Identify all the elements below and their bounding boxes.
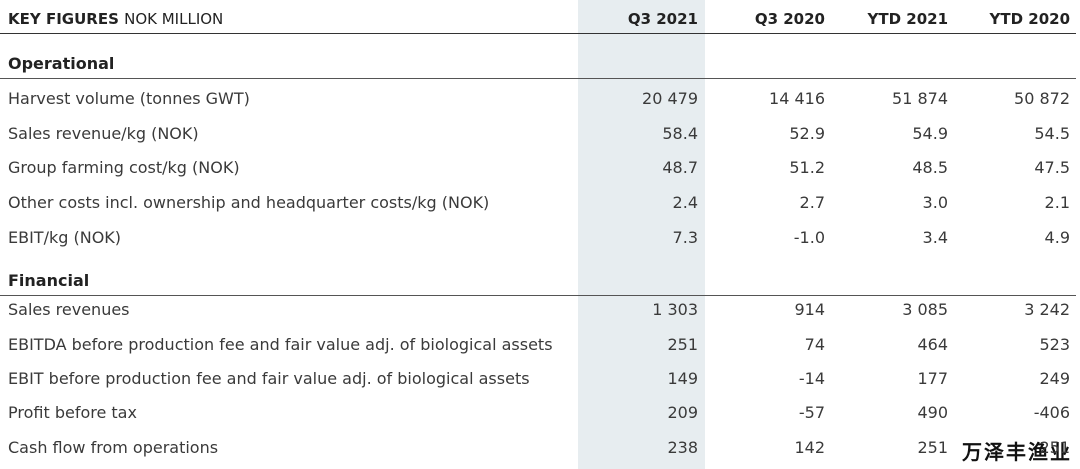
cell-value: 2.7 xyxy=(799,193,825,212)
cell-value: 914 xyxy=(794,300,825,319)
row-label: EBIT/kg (NOK) xyxy=(8,228,122,247)
section-title: Financial xyxy=(8,271,90,290)
cell-value: 20 479 xyxy=(642,89,698,108)
cell-value: -406 xyxy=(1033,403,1070,422)
cell-value: 54.5 xyxy=(1034,124,1070,143)
row-label: Harvest volume (tonnes GWT) xyxy=(8,89,250,108)
cell-value: 1 303 xyxy=(652,300,698,319)
cell-value: 142 xyxy=(794,438,825,457)
cell-value: 52.9 xyxy=(789,124,825,143)
cell-value: 249 xyxy=(1039,369,1070,388)
cell-value: 54.9 xyxy=(912,124,948,143)
column-header: YTD 2020 xyxy=(989,10,1070,28)
row-label: Group farming cost/kg (NOK) xyxy=(8,158,240,177)
cell-value: 50 872 xyxy=(1014,89,1070,108)
cell-value: 51 874 xyxy=(892,89,948,108)
row-label: Cash flow from operations xyxy=(8,438,219,457)
column-header: Q3 2021 xyxy=(627,10,698,28)
cell-value: -14 xyxy=(798,369,825,388)
cell-value: 48.5 xyxy=(912,158,948,177)
cell-value: 48.7 xyxy=(662,158,698,177)
cell-value: 7.3 xyxy=(672,228,698,247)
cell-value: 464 xyxy=(917,335,948,354)
cell-value: 490 xyxy=(917,403,948,422)
row-label: Sales revenues xyxy=(8,300,130,319)
row-label: EBIT before production fee and fair valu… xyxy=(8,369,530,388)
header-rule xyxy=(0,33,1076,34)
cell-value: 74 xyxy=(804,335,825,354)
cell-value: 47.5 xyxy=(1034,158,1070,177)
section-rule xyxy=(0,78,1076,79)
title-unit: NOK MILLION xyxy=(124,10,224,28)
column-header: Q3 2020 xyxy=(754,10,825,28)
row-label: Sales revenue/kg (NOK) xyxy=(8,124,199,143)
cell-value: 2.1 xyxy=(1044,193,1070,212)
row-label: EBITDA before production fee and fair va… xyxy=(8,335,553,354)
cell-value: 3 242 xyxy=(1024,300,1070,319)
cell-value: 251 xyxy=(917,438,948,457)
row-label: Profit before tax xyxy=(8,403,137,422)
watermark: 万泽丰渔业 xyxy=(962,440,1072,464)
section-title: Operational xyxy=(8,54,115,73)
cell-value: 149 xyxy=(667,369,698,388)
cell-value: 251 xyxy=(667,335,698,354)
section-rule xyxy=(0,295,1076,296)
cell-value: 3 085 xyxy=(902,300,948,319)
table-title: KEY FIGURES NOK MILLION xyxy=(8,9,223,29)
title-bold: KEY FIGURES xyxy=(8,10,119,28)
column-header: YTD 2021 xyxy=(867,10,948,28)
cell-value: 4.9 xyxy=(1044,228,1070,247)
cell-value: 523 xyxy=(1039,335,1070,354)
cell-value: 3.4 xyxy=(922,228,948,247)
cell-value: -1.0 xyxy=(793,228,825,247)
cell-value: 58.4 xyxy=(662,124,698,143)
cell-value: 3.0 xyxy=(922,193,948,212)
cell-value: 238 xyxy=(667,438,698,457)
cell-value: 2.4 xyxy=(672,193,698,212)
cell-value: 209 xyxy=(667,403,698,422)
cell-value: -57 xyxy=(798,403,825,422)
cell-value: 51.2 xyxy=(789,158,825,177)
cell-value: 177 xyxy=(917,369,948,388)
cell-value: 14 416 xyxy=(769,89,825,108)
cell-value: 251 xyxy=(1039,438,1070,457)
row-label: Other costs incl. ownership and headquar… xyxy=(8,193,490,212)
